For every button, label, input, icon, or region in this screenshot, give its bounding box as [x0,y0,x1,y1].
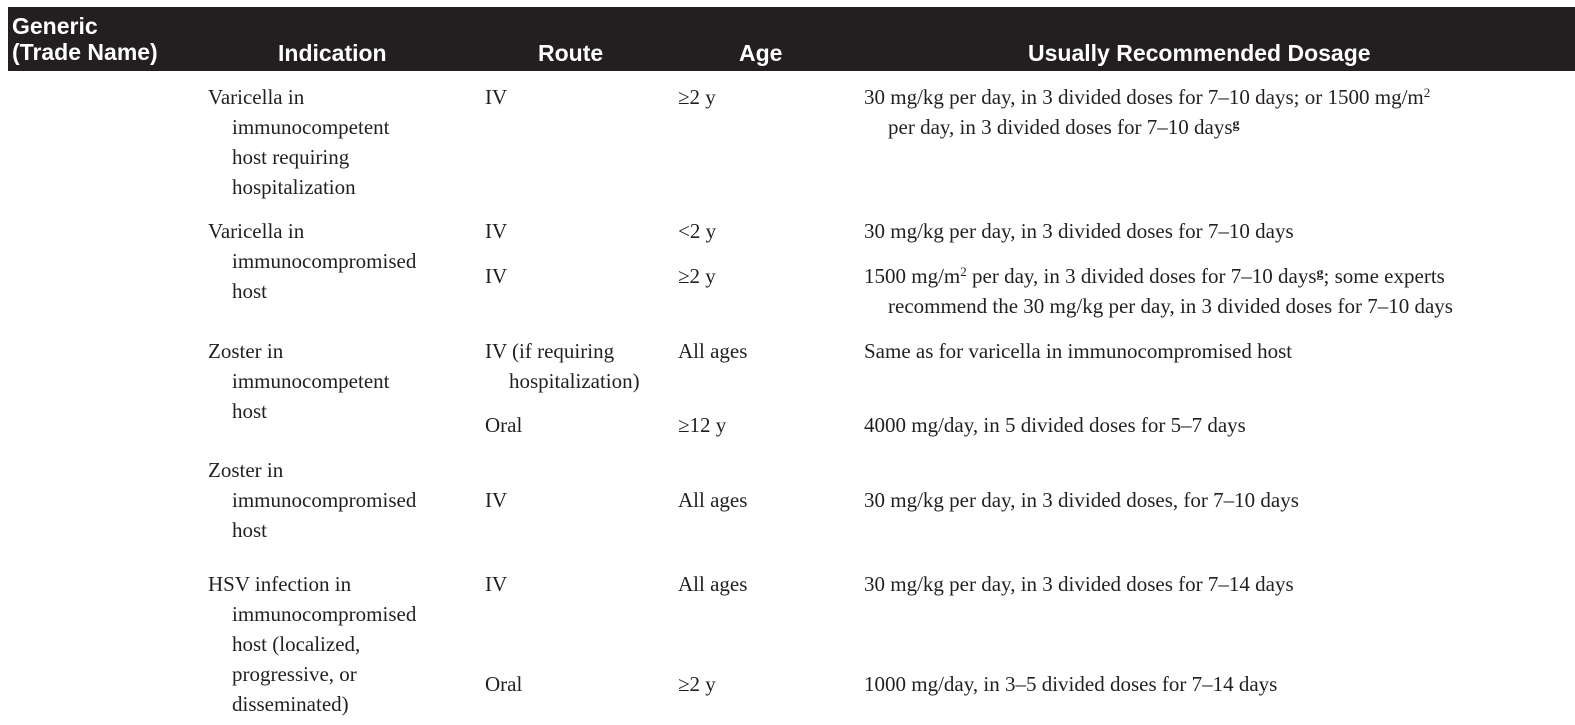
indication-line: host requiring [232,145,350,169]
dosage-cell: 30 mg/kg per day, in 3 divided doses for… [864,219,1294,243]
age-cell: ≥2 y [678,264,716,288]
route-cell: IV [485,219,508,243]
indication-cell: Varicella in immunocompetent host requir… [208,82,478,202]
indication-cell: Varicella in immunocompromised host [208,216,478,306]
header-generic-line1: Generic [12,13,98,39]
indication-line: disseminated) [232,692,349,716]
dosage-text: recommend the 30 mg/kg per day, in 3 div… [888,294,1453,318]
indication-line: progressive, or [232,662,357,686]
header-indication: Indication [278,40,387,66]
route-cell: IV [485,85,508,109]
dosage-text: ; some experts [1323,264,1445,288]
indication-line: hospitalization [232,175,356,199]
superscript: 2 [1423,85,1431,100]
dosage-cell: 4000 mg/day, in 5 divided doses for 5–7 … [864,413,1246,437]
age-cell: ≥2 y [678,85,716,109]
age-cell: ≥12 y [678,413,727,437]
indication-line: HSV infection in [208,572,352,596]
route-cell: IV (if requiring hospitalization) [485,336,675,396]
age-cell: All ages [678,572,748,596]
indication-line: host [232,518,268,542]
header-generic: Generic (Trade Name) [12,13,158,65]
indication-line: Varicella in [208,219,305,243]
header-route: Route [538,40,604,66]
indication-line: immunocompetent [232,115,390,139]
footnote-marker: g [1232,117,1240,132]
route-cell: IV [485,572,508,596]
indication-cell: Zoster in immunocompromised host [208,455,478,545]
dosage-text: 30 mg/kg per day, in 3 divided doses for… [864,85,1424,109]
footnote-marker: g [1316,266,1324,281]
table-header: Generic (Trade Name) Indication Route Ag… [8,7,1575,71]
indication-line: immunocompetent [232,369,390,393]
route-line: IV (if requiring [485,339,615,363]
dosage-text: per day, in 3 divided doses for 7–10 day… [888,115,1233,139]
header-dosage: Usually Recommended Dosage [1028,40,1371,66]
indication-cell: HSV infection in immunocompromised host … [208,569,478,719]
header-age: Age [739,40,783,66]
header-generic-line2: (Trade Name) [12,39,158,65]
indication-line: Zoster in [208,339,284,363]
route-line: hospitalization) [509,369,640,393]
dosage-cell: Same as for varicella in immunocompromis… [864,339,1293,363]
route-cell: Oral [485,413,523,437]
age-cell: All ages [678,339,748,363]
indication-cell: Zoster in immunocompetent host [208,336,478,426]
dosage-text: 1500 mg/m [864,264,961,288]
indication-line: Varicella in [208,85,305,109]
indication-line: host [232,399,268,423]
indication-line: host (localized, [232,632,361,656]
superscript: 2 [960,264,967,279]
age-cell: <2 y [678,219,717,243]
indication-line: immunocompromised [232,602,417,626]
age-cell: All ages [678,488,748,512]
dosage-cell: 30 mg/kg per day, in 3 divided doses for… [864,82,1574,142]
route-cell: IV [485,488,508,512]
dosage-text: per day, in 3 divided doses for 7–10 day… [966,264,1317,288]
indication-line: Zoster in [208,458,284,482]
route-cell: IV [485,264,508,288]
age-cell: ≥2 y [678,672,716,696]
route-cell: Oral [485,672,523,696]
dosage-cell: 30 mg/kg per day, in 3 divided doses, fo… [864,488,1299,512]
dosage-cell: 1500 mg/m2 per day, in 3 divided doses f… [864,261,1574,321]
indication-line: host [232,279,268,303]
indication-line: immunocompromised [232,488,417,512]
indication-line: immunocompromised [232,249,417,273]
dosage-cell: 30 mg/kg per day, in 3 divided doses for… [864,572,1294,596]
dosage-cell: 1000 mg/day, in 3–5 divided doses for 7–… [864,672,1278,696]
